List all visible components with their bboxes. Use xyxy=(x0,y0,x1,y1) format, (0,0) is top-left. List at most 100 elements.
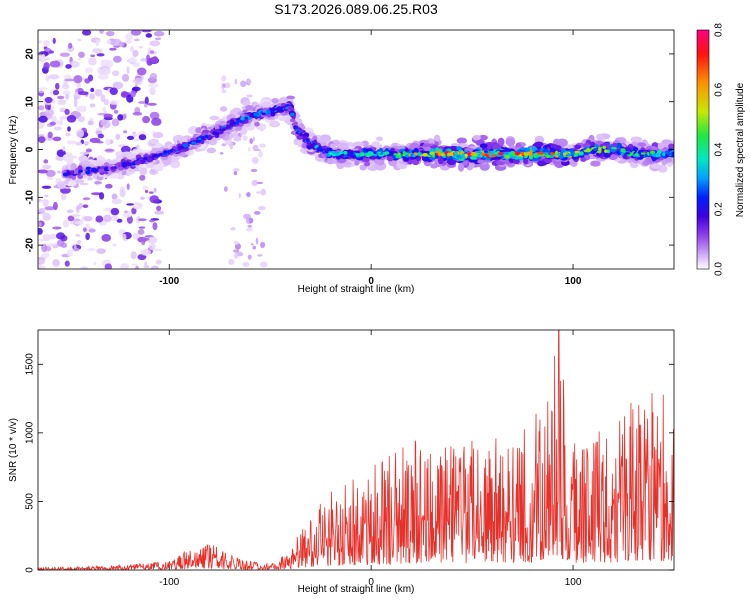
spectrogram-blob xyxy=(393,153,398,156)
spectrogram-blob xyxy=(88,228,96,233)
spectrogram-blob xyxy=(252,144,259,152)
spectrogram-blob xyxy=(44,96,53,104)
spectrogram-blob xyxy=(38,90,44,94)
spectrogram-blob xyxy=(433,134,441,142)
spectrogram-blob xyxy=(209,115,220,121)
spectrogram-blob xyxy=(54,82,60,90)
spectrogram-blob xyxy=(383,151,390,155)
snr-y-ticks: 0 500 1000 1500 xyxy=(25,353,674,573)
spectrogram-blob xyxy=(146,157,153,163)
spectrogram-blob xyxy=(229,122,235,126)
spectrogram-blob xyxy=(105,30,115,37)
spectrogram-blob xyxy=(195,139,202,143)
spectrogram-blob xyxy=(42,212,51,221)
spectrogram-blob xyxy=(376,136,383,142)
spectrogram-blob xyxy=(533,141,544,147)
spectrogram-blob xyxy=(252,136,255,142)
spectrogram-blob xyxy=(253,210,261,215)
snr-y-label: SNR (10 * v/v) xyxy=(8,418,19,482)
spectrogram-blob xyxy=(103,214,112,223)
spectrogram-blob xyxy=(246,78,252,85)
spectrogram-blob xyxy=(229,146,233,150)
spectrogram-blob xyxy=(49,60,61,68)
spectrogram-blob xyxy=(155,259,162,265)
spectrogram-blob xyxy=(246,94,253,98)
y-tick-label: 0 xyxy=(25,567,36,573)
spectrogram-blob xyxy=(42,234,52,242)
spectrogram-blob xyxy=(224,82,231,89)
spectrogram-blob xyxy=(47,131,53,139)
spectrogram-blob xyxy=(191,141,196,145)
spectrogram-blob xyxy=(38,221,42,228)
spectrogram-blob xyxy=(257,254,263,257)
spectrogram-blob xyxy=(144,103,148,108)
spectrogram-blob xyxy=(287,106,294,111)
spectrogram-blob xyxy=(47,105,51,111)
spectrogram-blob xyxy=(570,151,576,155)
spectrogram-blob xyxy=(630,136,643,143)
spectrogram-blob xyxy=(130,251,137,260)
spectrogram-blob xyxy=(153,30,165,37)
colorbar-tick-label: 0.2 xyxy=(714,202,725,216)
spectrogram-blob xyxy=(62,90,71,96)
spectrogram-blob xyxy=(331,153,337,157)
spectrogram-blob xyxy=(289,118,296,123)
spectrogram-blob xyxy=(92,48,103,54)
spectrogram-blob xyxy=(66,115,77,123)
spectrogram-blob xyxy=(53,201,58,211)
y-tick-label: 1500 xyxy=(25,353,36,376)
y-tick-label: 10 xyxy=(25,96,36,108)
spectrogram-blob xyxy=(134,77,143,85)
spectrogram-blob xyxy=(149,40,161,47)
x-tick-label: 100 xyxy=(565,276,582,287)
spectrogram-blob xyxy=(60,187,71,194)
snr-frame xyxy=(37,329,675,571)
spectrogram-blob xyxy=(386,155,394,162)
spectrogram-blob xyxy=(61,83,70,90)
snr-series-line xyxy=(38,330,674,570)
spectrogram-blob xyxy=(650,163,663,169)
spectrogram-blob xyxy=(151,117,162,126)
spectrogram-blob xyxy=(326,158,334,165)
spectrogram-blob xyxy=(98,168,105,173)
spectrogram-blob xyxy=(47,243,57,247)
spectrogram-blob xyxy=(554,150,559,155)
spectrogram-blob xyxy=(457,162,465,172)
spectrogram-blob xyxy=(78,51,85,58)
spectrogram-blob xyxy=(82,204,89,209)
spectrogram-blob xyxy=(141,30,152,33)
spectrogram-blob xyxy=(97,73,109,80)
spectrogram-blob xyxy=(319,134,332,143)
spectrogram-blob xyxy=(149,169,159,175)
colorbar-tick-label: 0.0 xyxy=(714,262,725,276)
spectrogram-blob xyxy=(405,154,410,158)
spectrogram-blob xyxy=(48,74,60,80)
x-tick-label: 0 xyxy=(368,276,374,287)
spectrogram-blob xyxy=(528,154,533,157)
spectrogram-blob xyxy=(125,161,129,166)
spectrogram-blob xyxy=(640,152,646,155)
spectrogram-blob xyxy=(124,40,133,44)
spectrogram-blob xyxy=(38,136,46,144)
y-tick-label: 1000 xyxy=(25,421,36,444)
spectrogram-blob xyxy=(233,240,240,245)
spectrogram-blob xyxy=(111,193,118,201)
spectrogram-blob xyxy=(578,152,582,156)
spectrogram-blob xyxy=(84,67,94,73)
y-tick-label: 0 xyxy=(25,146,36,152)
spectrogram-blob xyxy=(73,247,80,252)
spectrogram-blob xyxy=(103,113,113,119)
spectrogram-blob xyxy=(84,78,91,84)
x-tick-label: -100 xyxy=(159,276,179,287)
spectrogram-blob xyxy=(147,236,158,244)
spectrogram-blob xyxy=(132,86,141,92)
spectrogram-blob xyxy=(140,196,145,200)
spectrogram-blob xyxy=(63,179,70,185)
spectrogram-blob xyxy=(158,153,163,156)
spectrogram-blob xyxy=(290,112,295,117)
spectrogram-blob xyxy=(137,229,145,235)
spectrogram-blob xyxy=(66,209,74,213)
spectrogram-blob xyxy=(38,207,46,215)
spectrogram-blob xyxy=(109,100,119,105)
spectrogram-blob xyxy=(478,134,488,141)
